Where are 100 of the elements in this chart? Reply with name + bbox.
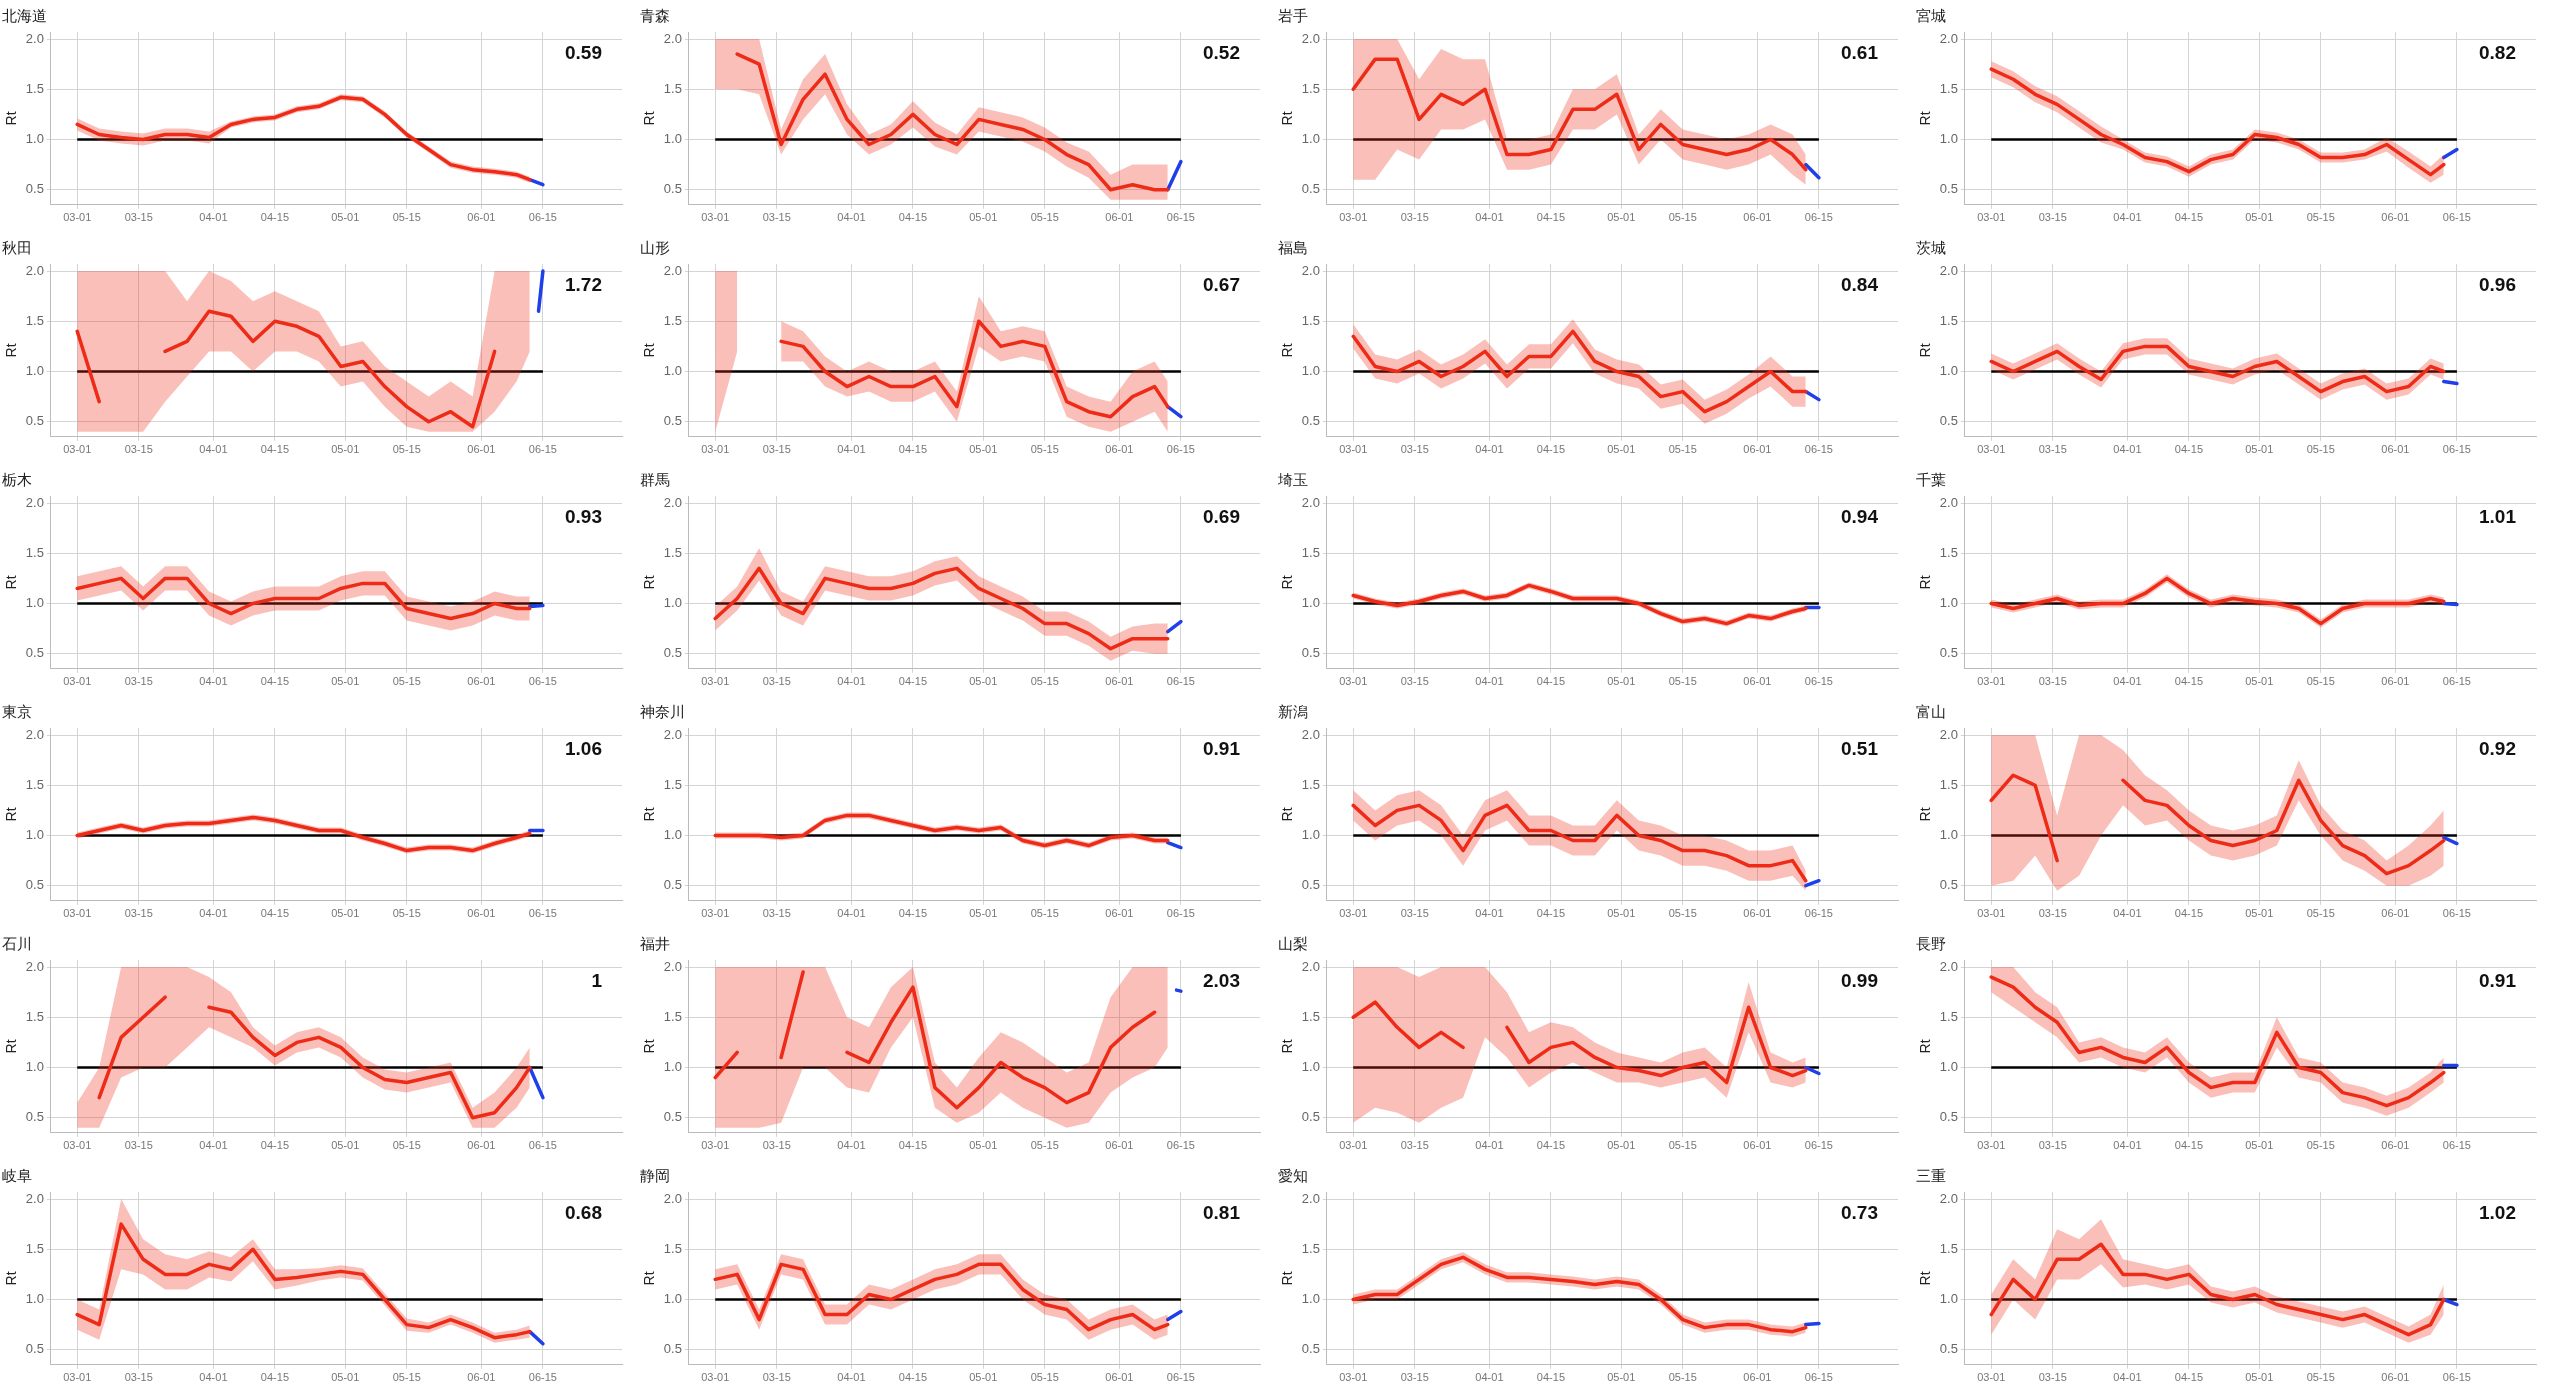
x-tick-label: 06-15: [1166, 1371, 1195, 1384]
y-axis-title: Rt: [1279, 343, 1296, 358]
chart-title: 千葉: [1916, 471, 1946, 489]
x-tick-label: 03-15: [124, 1139, 153, 1152]
x-tick-label: 06-01: [1743, 443, 1772, 456]
y-tick-label: 0.5: [1301, 413, 1320, 429]
x-tick-label: 05-15: [2306, 907, 2335, 920]
chart-title: 長野: [1916, 935, 1946, 953]
x-tick-label: 03-01: [63, 675, 92, 688]
x-tick-label: 05-01: [2245, 443, 2274, 456]
chart-title: 秋田: [2, 239, 32, 257]
x-tick-label: 06-01: [2381, 1139, 2410, 1152]
x-tick-label: 03-01: [1977, 907, 2006, 920]
x-tick-label: 05-01: [2245, 907, 2274, 920]
annotation: 1.01: [2479, 506, 2517, 528]
x-tick-label: 03-01: [701, 675, 730, 688]
chart-title: 茨城: [1916, 239, 1946, 257]
x-tick-label: 03-01: [1977, 1371, 2006, 1384]
x-tick-label: 04-01: [1475, 443, 1504, 456]
x-tick-label: 05-15: [1030, 907, 1059, 920]
annotation: 0.92: [2479, 738, 2516, 760]
y-axis-title: Rt: [3, 575, 20, 590]
y-tick-label: 1.5: [663, 1240, 682, 1256]
y-tick-label: 0.5: [1301, 181, 1320, 197]
chart-title: 青森: [640, 7, 670, 25]
x-tick-label: 04-01: [837, 907, 866, 920]
y-tick-label: 2.0: [25, 958, 44, 974]
x-tick-label: 06-01: [1105, 675, 1134, 688]
x-tick-label: 03-01: [1977, 675, 2006, 688]
y-tick-label: 1.5: [25, 1240, 44, 1256]
x-tick-label: 06-15: [528, 1139, 557, 1152]
y-tick-label: 1.5: [1939, 1008, 1958, 1024]
y-tick-label: 0.5: [1301, 877, 1320, 893]
annotation: 0.96: [2479, 274, 2516, 296]
x-tick-label: 05-01: [969, 1371, 998, 1384]
y-tick-label: 1.0: [1939, 363, 1958, 379]
y-tick-label: 1.5: [663, 80, 682, 96]
x-tick-label: 03-01: [1339, 1139, 1368, 1152]
x-tick-label: 05-01: [969, 907, 998, 920]
x-tick-label: 03-15: [2038, 443, 2067, 456]
x-tick-label: 03-01: [63, 1139, 92, 1152]
x-tick-label: 03-15: [124, 907, 153, 920]
y-tick-label: 1.0: [1939, 1291, 1958, 1307]
x-tick-label: 06-01: [1105, 443, 1134, 456]
x-tick-label: 03-15: [762, 443, 791, 456]
annotation: 0.93: [565, 506, 602, 528]
x-tick-label: 06-15: [2442, 1371, 2471, 1384]
x-tick-label: 05-15: [1668, 443, 1697, 456]
chart-title: 宮城: [1916, 7, 1946, 25]
x-tick-label: 06-15: [1166, 211, 1195, 224]
x-tick-label: 03-15: [124, 443, 153, 456]
x-tick-label: 05-15: [392, 1139, 421, 1152]
chart-title: 埼玉: [1277, 471, 1308, 489]
x-tick-label: 06-01: [1105, 1371, 1134, 1384]
x-tick-label: 03-15: [1400, 1139, 1429, 1152]
y-tick-label: 2.0: [663, 958, 682, 974]
x-tick-label: 05-15: [1030, 443, 1059, 456]
x-tick-label: 03-15: [2038, 211, 2067, 224]
x-tick-label: 06-15: [1804, 1139, 1833, 1152]
x-tick-label: 03-01: [63, 1371, 92, 1384]
x-tick-label: 03-15: [1400, 675, 1429, 688]
x-tick-label: 03-15: [2038, 1139, 2067, 1152]
x-tick-label: 05-01: [1607, 1139, 1636, 1152]
x-tick-label: 05-01: [969, 211, 998, 224]
x-tick-label: 05-15: [1030, 1139, 1059, 1152]
annotation: 0.94: [1841, 506, 1879, 528]
x-tick-label: 03-01: [63, 443, 92, 456]
x-tick-label: 03-01: [701, 1371, 730, 1384]
y-tick-label: 0.5: [25, 1109, 44, 1125]
x-tick-label: 05-01: [969, 443, 998, 456]
y-tick-label: 2.0: [663, 1190, 682, 1206]
y-tick-label: 2.0: [1301, 958, 1320, 974]
y-axis-title: Rt: [1917, 343, 1934, 358]
x-tick-label: 03-15: [1400, 211, 1429, 224]
annotation: 0.91: [2479, 970, 2517, 992]
x-tick-label: 05-15: [392, 1371, 421, 1384]
x-tick-label: 05-15: [392, 675, 421, 688]
x-tick-label: 03-15: [762, 1371, 791, 1384]
x-tick-label: 05-15: [1668, 675, 1697, 688]
y-axis-title: Rt: [1279, 1271, 1296, 1286]
x-tick-label: 04-01: [2113, 675, 2142, 688]
x-tick-label: 04-15: [260, 1371, 289, 1384]
y-tick-label: 1.5: [663, 776, 682, 792]
y-tick-label: 0.5: [1939, 1341, 1958, 1357]
y-tick-label: 1.0: [25, 827, 44, 843]
y-tick-label: 2.0: [25, 30, 44, 46]
x-tick-label: 06-15: [2442, 443, 2471, 456]
y-axis-title: Rt: [641, 807, 658, 822]
x-tick-label: 05-15: [2306, 211, 2335, 224]
annotation: 1.02: [2479, 1202, 2516, 1224]
annotation: 0.81: [1203, 1202, 1241, 1224]
x-tick-label: 04-15: [260, 907, 289, 920]
y-tick-label: 1.0: [663, 131, 682, 147]
x-tick-label: 06-01: [1743, 1371, 1772, 1384]
x-tick-label: 04-15: [2174, 211, 2203, 224]
x-tick-label: 03-15: [1400, 443, 1429, 456]
x-tick-label: 06-15: [1804, 443, 1833, 456]
y-tick-label: 1.0: [1939, 595, 1958, 611]
x-tick-label: 05-01: [331, 443, 360, 456]
x-tick-label: 05-15: [392, 211, 421, 224]
